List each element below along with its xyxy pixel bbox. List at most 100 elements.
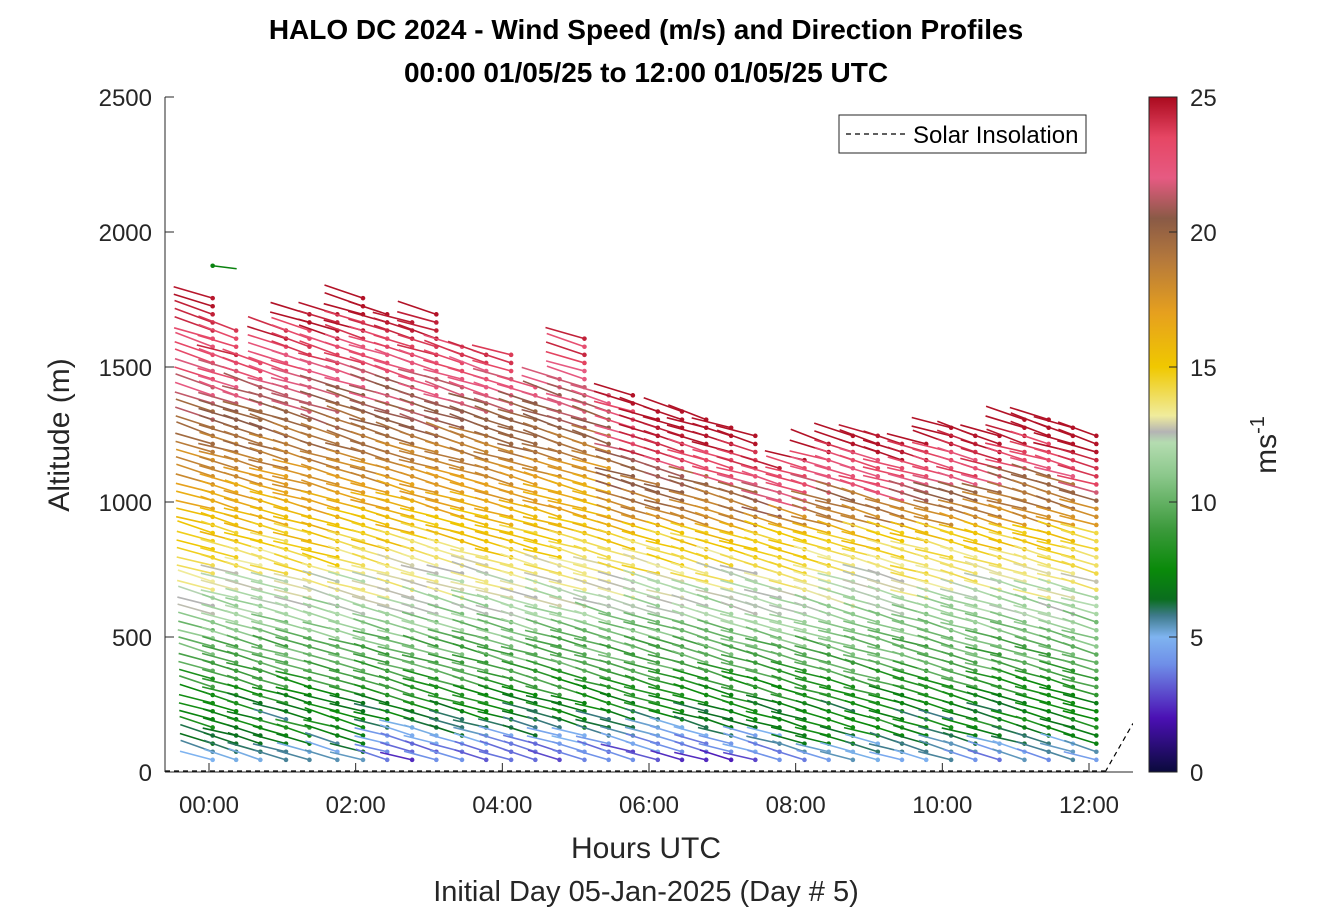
wind-vector — [670, 571, 707, 583]
wind-vector — [574, 601, 609, 615]
wind-vector — [695, 579, 732, 591]
wind-vector — [352, 652, 388, 664]
wind-vector — [200, 579, 237, 591]
wind-vector — [326, 429, 364, 445]
wind-point — [1070, 700, 1076, 706]
wind-point — [508, 644, 514, 649]
wind-vector — [326, 472, 364, 486]
wind-vector — [1062, 642, 1097, 656]
wind-vector — [964, 661, 1000, 672]
wind-vector — [1061, 677, 1097, 688]
wind-vector — [201, 593, 237, 607]
wind-vector — [868, 724, 903, 737]
wind-point — [360, 741, 366, 746]
wind-vector — [1014, 635, 1049, 648]
wind-vector — [474, 507, 512, 518]
wind-point — [973, 490, 978, 495]
wind-vector — [866, 520, 903, 534]
wind-vector — [176, 579, 213, 591]
y-axis-label: Altitude (m) — [43, 358, 76, 511]
wind-point — [973, 660, 978, 665]
wind-vector — [717, 481, 756, 494]
wind-vector — [940, 596, 976, 607]
wind-vector — [353, 711, 388, 721]
wind-vector — [647, 685, 683, 696]
wind-point — [1094, 490, 1099, 495]
wind-vector — [200, 589, 237, 599]
wind-vector — [499, 514, 536, 526]
wind-vector — [178, 693, 213, 704]
wind-vector — [303, 685, 338, 696]
wind-point — [360, 725, 366, 730]
wind-point — [210, 295, 215, 301]
wind-point — [360, 490, 366, 495]
wind-point — [233, 757, 239, 763]
wind-vector — [401, 585, 437, 599]
wind-vector — [986, 464, 1025, 478]
wind-vector — [1015, 707, 1049, 721]
colorbar-label: ms-1 — [1247, 416, 1283, 474]
wind-vector — [274, 601, 310, 615]
wind-vector — [329, 715, 364, 729]
wind-vector — [917, 699, 952, 713]
wind-vector — [593, 390, 634, 405]
wind-point — [360, 563, 366, 568]
wind-point — [1094, 741, 1099, 746]
wind-vector — [1011, 463, 1049, 478]
wind-vector — [248, 390, 287, 405]
wind-point — [679, 474, 685, 479]
wind-vector — [549, 561, 585, 575]
wind-vector — [747, 749, 780, 761]
wind-vector — [352, 629, 388, 640]
wind-vector — [989, 611, 1025, 623]
wind-vector — [966, 701, 1000, 713]
wind-vector — [354, 743, 388, 753]
wind-vector — [765, 481, 805, 494]
wind-vector — [967, 749, 1000, 761]
wind-profile — [618, 396, 661, 763]
wind-vector — [939, 588, 976, 599]
wind-vector — [325, 383, 364, 397]
wind-vector — [600, 748, 634, 761]
wind-profile — [764, 449, 807, 763]
wind-vector — [889, 505, 927, 518]
wind-point — [1094, 603, 1099, 609]
wind-vector — [197, 334, 237, 348]
wind-vector — [425, 491, 463, 502]
wind-vector — [744, 601, 780, 615]
wind-vector — [327, 570, 364, 583]
wind-vector — [276, 701, 310, 713]
wind-vector — [716, 466, 756, 478]
wind-vector — [960, 429, 1000, 445]
wind-vector — [222, 400, 261, 413]
wind-vector — [327, 536, 364, 551]
wind-vector — [743, 588, 780, 599]
wind-vector — [499, 524, 536, 534]
wind-vector — [648, 709, 683, 721]
wind-vector — [375, 440, 413, 453]
wind-vector — [794, 677, 829, 688]
wind-vector — [1038, 644, 1074, 656]
wind-point — [802, 619, 807, 625]
wind-vector — [274, 545, 310, 559]
wind-vector — [546, 414, 585, 429]
wind-vector — [549, 595, 585, 607]
wind-vector — [990, 577, 1025, 591]
wind-vector — [224, 604, 261, 615]
wind-vector — [990, 658, 1025, 672]
wind-vector — [593, 382, 634, 397]
wind-vector — [575, 718, 609, 729]
wind-vector — [868, 659, 903, 672]
wind-vector — [328, 669, 364, 680]
wind-vector — [546, 397, 585, 413]
wind-vector — [1035, 515, 1074, 526]
wind-vector — [793, 545, 829, 559]
wind-vector — [913, 489, 952, 502]
wind-point — [409, 482, 415, 487]
wind-vector — [329, 751, 364, 761]
wind-vector — [770, 726, 805, 737]
wind-point — [582, 757, 587, 763]
wind-vector — [964, 596, 1000, 607]
colorbar-tick-label: 20 — [1190, 220, 1217, 247]
wind-vector — [224, 479, 261, 494]
